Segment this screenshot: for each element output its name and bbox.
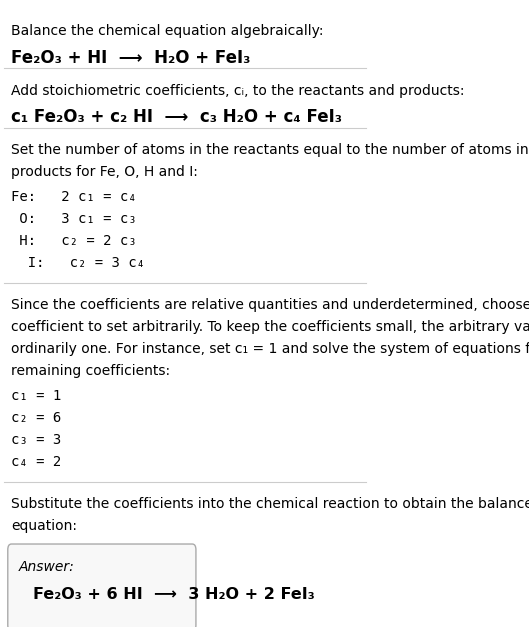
Text: equation:: equation: xyxy=(12,519,77,533)
Text: O:   3 c₁ = c₃: O: 3 c₁ = c₃ xyxy=(12,213,137,226)
Text: c₃ = 3: c₃ = 3 xyxy=(12,433,62,447)
Text: Balance the chemical equation algebraically:: Balance the chemical equation algebraica… xyxy=(12,24,324,38)
Text: ordinarily one. For instance, set c₁ = 1 and solve the system of equations for t: ordinarily one. For instance, set c₁ = 1… xyxy=(12,342,529,356)
Text: Answer:: Answer: xyxy=(19,560,75,574)
FancyBboxPatch shape xyxy=(8,544,196,627)
Text: Fe₂O₃ + HI  ⟶  H₂O + FeI₃: Fe₂O₃ + HI ⟶ H₂O + FeI₃ xyxy=(12,49,251,66)
Text: I:   c₂ = 3 c₄: I: c₂ = 3 c₄ xyxy=(12,256,145,270)
Text: c₁ = 1: c₁ = 1 xyxy=(12,389,62,403)
Text: Substitute the coefficients into the chemical reaction to obtain the balanced: Substitute the coefficients into the che… xyxy=(12,497,529,511)
Text: Add stoichiometric coefficients, cᵢ, to the reactants and products:: Add stoichiometric coefficients, cᵢ, to … xyxy=(12,84,465,98)
Text: H:   c₂ = 2 c₃: H: c₂ = 2 c₃ xyxy=(12,234,137,248)
Text: c₂ = 6: c₂ = 6 xyxy=(12,411,62,425)
Text: c₁ Fe₂O₃ + c₂ HI  ⟶  c₃ H₂O + c₄ FeI₃: c₁ Fe₂O₃ + c₂ HI ⟶ c₃ H₂O + c₄ FeI₃ xyxy=(12,108,342,126)
Text: Fe:   2 c₁ = c₄: Fe: 2 c₁ = c₄ xyxy=(12,191,137,204)
Text: remaining coefficients:: remaining coefficients: xyxy=(12,364,170,378)
Text: Fe₂O₃ + 6 HI  ⟶  3 H₂O + 2 FeI₃: Fe₂O₃ + 6 HI ⟶ 3 H₂O + 2 FeI₃ xyxy=(33,587,315,603)
Text: c₄ = 2: c₄ = 2 xyxy=(12,455,62,469)
Text: coefficient to set arbitrarily. To keep the coefficients small, the arbitrary va: coefficient to set arbitrarily. To keep … xyxy=(12,320,529,334)
Text: products for Fe, O, H and I:: products for Fe, O, H and I: xyxy=(12,165,198,179)
Text: Since the coefficients are relative quantities and underdetermined, choose a: Since the coefficients are relative quan… xyxy=(12,298,529,312)
Text: Set the number of atoms in the reactants equal to the number of atoms in the: Set the number of atoms in the reactants… xyxy=(12,143,529,157)
